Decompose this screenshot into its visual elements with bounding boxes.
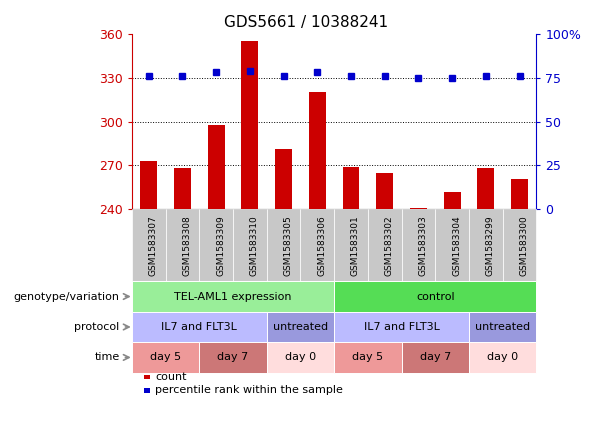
Text: percentile rank within the sample: percentile rank within the sample [155, 385, 343, 396]
Text: GSM1583301: GSM1583301 [351, 215, 360, 276]
Bar [376, 173, 393, 209]
Text: day 0: day 0 [285, 352, 316, 363]
Text: GSM1583307: GSM1583307 [149, 215, 158, 276]
Text: GSM1583308: GSM1583308 [183, 215, 191, 276]
Bar [208, 124, 224, 209]
Text: TEL-AML1 expression: TEL-AML1 expression [174, 291, 292, 302]
Text: IL7 and FLT3L: IL7 and FLT3L [364, 322, 440, 332]
Text: day 5: day 5 [352, 352, 383, 363]
Text: GSM1583310: GSM1583310 [250, 215, 259, 276]
Bar [309, 92, 326, 209]
Bar [242, 41, 258, 209]
Text: GSM1583300: GSM1583300 [519, 215, 528, 276]
Bar [478, 168, 494, 209]
Bar [140, 161, 157, 209]
Text: GSM1583305: GSM1583305 [283, 215, 292, 276]
Text: GDS5661 / 10388241: GDS5661 / 10388241 [224, 15, 389, 30]
Text: untreated: untreated [475, 322, 530, 332]
Text: GSM1583309: GSM1583309 [216, 215, 225, 276]
Text: time: time [94, 352, 120, 363]
Text: day 7: day 7 [218, 352, 248, 363]
Text: count: count [155, 372, 186, 382]
Text: GSM1583303: GSM1583303 [418, 215, 427, 276]
Text: day 5: day 5 [150, 352, 181, 363]
Bar [511, 179, 528, 209]
Text: GSM1583306: GSM1583306 [318, 215, 326, 276]
Text: GSM1583302: GSM1583302 [385, 215, 394, 276]
Text: GSM1583299: GSM1583299 [486, 215, 495, 276]
Text: day 7: day 7 [420, 352, 451, 363]
Text: control: control [416, 291, 455, 302]
Text: IL7 and FLT3L: IL7 and FLT3L [161, 322, 237, 332]
Text: genotype/variation: genotype/variation [13, 291, 120, 302]
Bar [444, 192, 460, 209]
Bar [174, 168, 191, 209]
Text: protocol: protocol [74, 322, 120, 332]
Text: GSM1583304: GSM1583304 [452, 215, 461, 276]
Bar [343, 167, 359, 209]
Bar [410, 208, 427, 209]
Text: day 0: day 0 [487, 352, 518, 363]
Text: untreated: untreated [273, 322, 328, 332]
Bar [275, 149, 292, 209]
